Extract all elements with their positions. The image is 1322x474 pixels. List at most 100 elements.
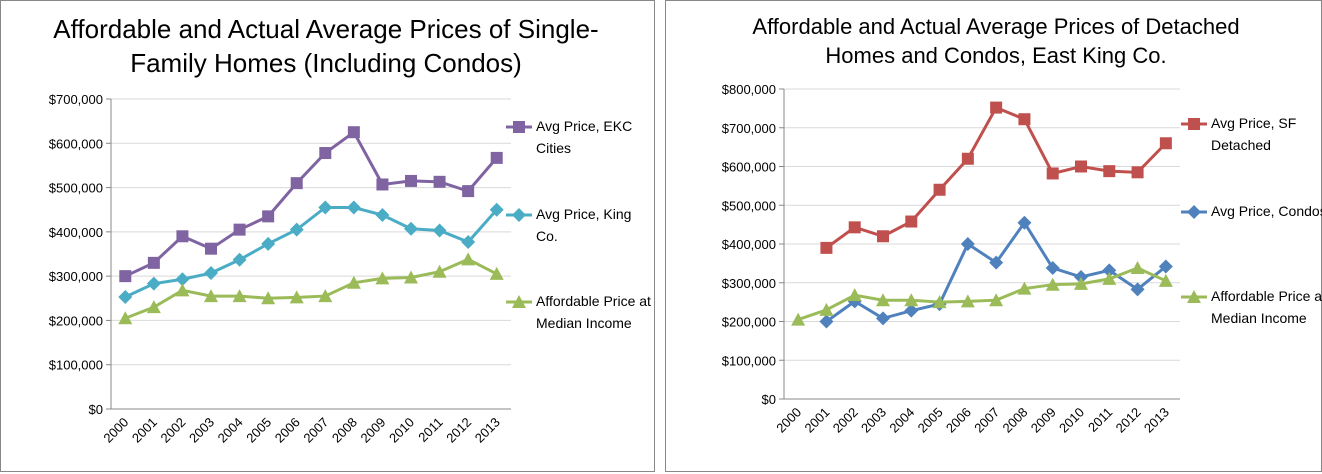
- marker: [990, 101, 1003, 114]
- legend-label: Affordable Price at Median Income: [536, 293, 651, 331]
- marker: [261, 236, 276, 251]
- marker: [960, 237, 975, 251]
- chart: $0 $100,000 $200,000 $300,000 $400,000 $500,0…: [49, 92, 532, 446]
- marker: [847, 288, 862, 302]
- marker: [876, 311, 890, 326]
- marker: [461, 235, 476, 250]
- marker: [376, 178, 389, 191]
- marker: [290, 177, 303, 190]
- marker: [175, 272, 190, 287]
- y-tick-label: $700,000: [49, 92, 103, 107]
- y-tick-label: $400,000: [49, 225, 103, 240]
- x-tick-label: 2006: [943, 405, 974, 436]
- chart-title: Affordable and Actual Average Prices of …: [53, 14, 599, 78]
- marker: [1187, 205, 1201, 219]
- marker: [904, 293, 919, 307]
- y-tick-label: $700,000: [722, 121, 776, 136]
- marker: [176, 230, 189, 243]
- y-tick-label: $0: [89, 402, 103, 417]
- x-tick-label: 2005: [243, 415, 274, 446]
- x-tick-label: 2002: [157, 415, 188, 446]
- series-line: [797, 266, 1167, 321]
- marker: [261, 291, 276, 305]
- x-tick-label: 2001: [801, 405, 832, 436]
- x-tick-label: 2012: [1113, 405, 1144, 436]
- x-tick-label: 2008: [999, 405, 1030, 436]
- x-tick-label: 2013: [1141, 405, 1172, 436]
- marker: [512, 295, 526, 308]
- marker: [147, 256, 160, 269]
- marker: [932, 295, 947, 309]
- legend-label: Avg Price, Condos: [1211, 203, 1322, 219]
- x-tick-label: 2004: [215, 415, 246, 446]
- marker: [490, 151, 503, 164]
- x-tick-label: 2005: [915, 405, 946, 436]
- y-tick-label: $100,000: [49, 358, 103, 373]
- marker: [404, 270, 418, 284]
- x-tick-label: 2000: [100, 415, 131, 446]
- marker: [318, 289, 333, 303]
- marker: [1188, 118, 1200, 130]
- marker: [848, 221, 861, 234]
- y-tick-label: $300,000: [49, 269, 103, 284]
- marker: [489, 266, 504, 280]
- marker: [1187, 290, 1201, 303]
- marker: [175, 283, 190, 297]
- marker: [905, 215, 918, 228]
- x-tick-label: 2008: [329, 415, 360, 446]
- x-tick-label: 2010: [1056, 405, 1087, 436]
- y-tick-label: $400,000: [722, 237, 776, 252]
- marker: [118, 289, 133, 304]
- marker: [1045, 261, 1060, 276]
- marker: [1130, 261, 1145, 275]
- marker: [118, 311, 133, 325]
- y-tick-label: $100,000: [722, 353, 776, 368]
- marker: [232, 252, 247, 267]
- marker: [989, 293, 1004, 307]
- marker: [513, 121, 525, 133]
- marker: [375, 271, 390, 285]
- marker: [461, 252, 476, 266]
- marker: [462, 185, 475, 198]
- marker: [1158, 259, 1173, 274]
- marker: [319, 147, 332, 160]
- marker: [877, 230, 889, 243]
- marker: [233, 223, 246, 236]
- marker: [432, 264, 447, 278]
- marker: [318, 200, 333, 215]
- marker: [404, 221, 418, 236]
- chart-panel: $0 $100,000 $200,000 $300,000 $400,000 $500,0…: [0, 0, 655, 472]
- marker: [375, 208, 390, 223]
- marker: [1130, 282, 1145, 297]
- marker: [1159, 137, 1172, 150]
- series-line: [124, 257, 498, 320]
- y-tick-label: $0: [762, 392, 776, 407]
- marker: [1017, 281, 1032, 295]
- marker: [989, 255, 1004, 270]
- marker: [204, 289, 218, 303]
- x-tick-label: 2003: [858, 405, 889, 436]
- legend-label: Avg Price, King Co.: [536, 206, 632, 244]
- marker: [1017, 215, 1032, 230]
- marker: [1075, 160, 1087, 173]
- marker: [819, 302, 834, 316]
- y-tick-label: $500,000: [722, 198, 776, 213]
- marker: [146, 276, 161, 291]
- marker: [346, 275, 361, 289]
- chart: $0 $100,000 $200,000 $300,000 $400,000 $500,0…: [722, 82, 1207, 436]
- y-tick-label: $600,000: [49, 136, 103, 151]
- marker: [1045, 277, 1060, 291]
- x-tick-label: 2003: [186, 415, 217, 446]
- marker: [819, 314, 834, 329]
- marker: [960, 294, 975, 308]
- marker: [489, 202, 504, 217]
- x-tick-label: 2007: [300, 415, 331, 446]
- marker: [1074, 276, 1088, 290]
- marker: [1046, 167, 1059, 180]
- marker: [289, 222, 304, 237]
- marker: [1102, 271, 1117, 285]
- y-tick-label: $300,000: [722, 276, 776, 291]
- marker: [347, 126, 360, 139]
- marker: [289, 290, 304, 304]
